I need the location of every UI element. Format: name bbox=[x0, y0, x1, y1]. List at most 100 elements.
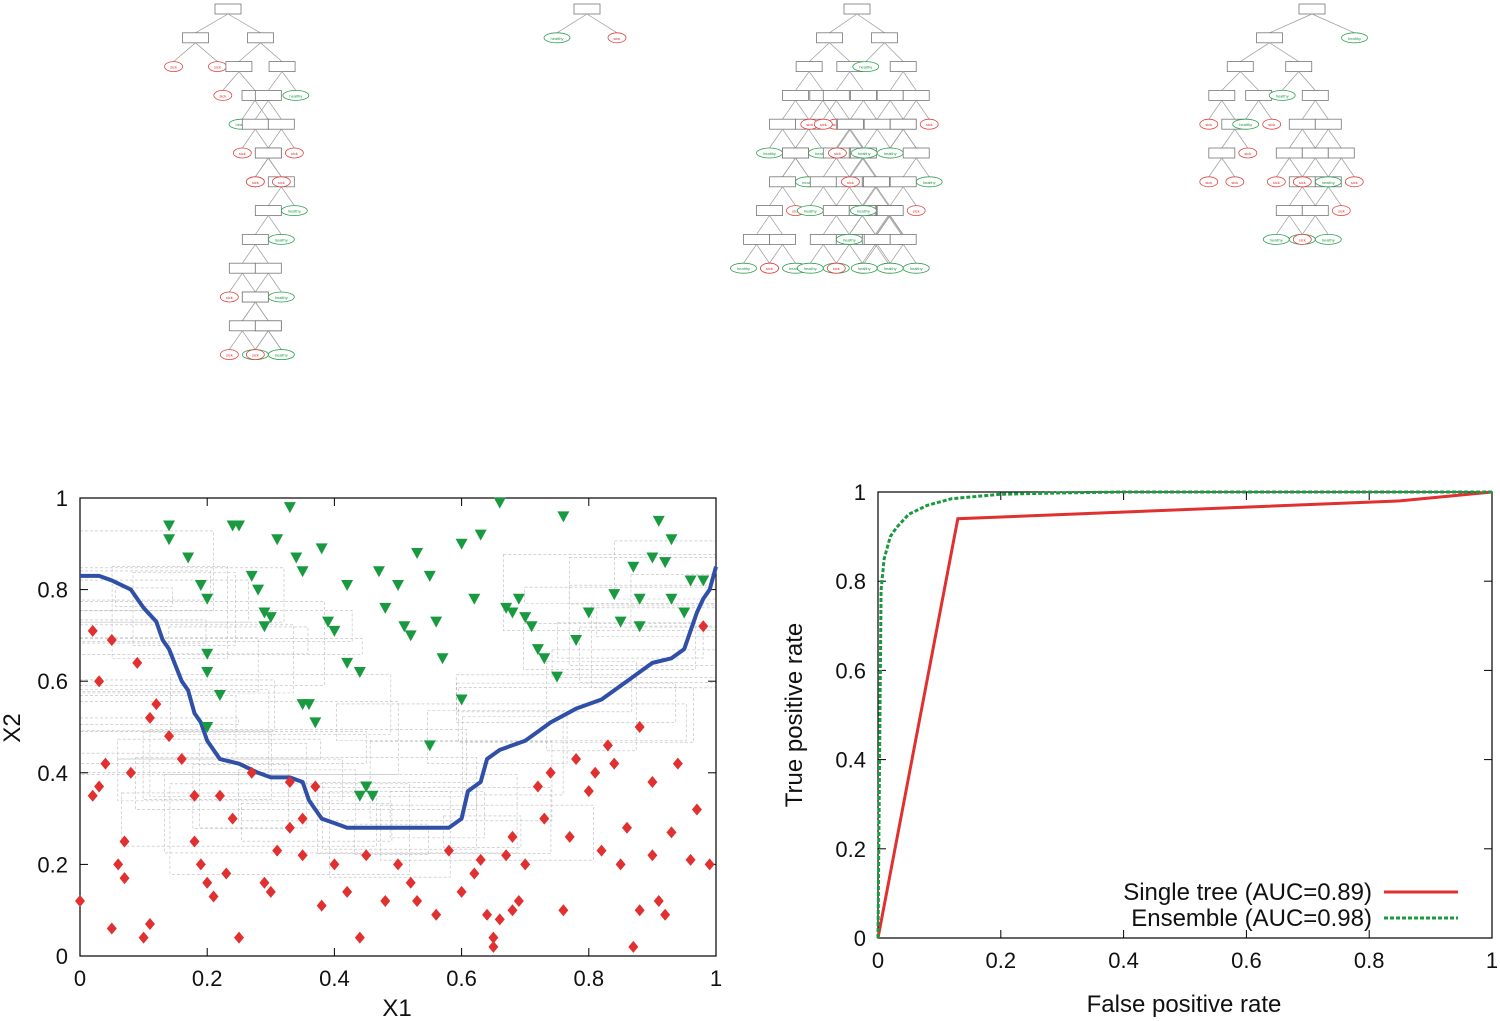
healthy-point bbox=[392, 580, 404, 592]
sick-point bbox=[106, 922, 117, 935]
partition-cell bbox=[614, 540, 717, 600]
tree-edge bbox=[902, 71, 917, 91]
roc-xtick-label: 0.8 bbox=[1354, 948, 1385, 973]
tree-edge bbox=[836, 100, 850, 120]
partition-cell bbox=[455, 674, 633, 713]
leaf-label: sick bbox=[926, 122, 933, 127]
partition-cell bbox=[117, 758, 343, 802]
split-node bbox=[1285, 61, 1313, 72]
split-node bbox=[1275, 147, 1303, 159]
healthy-point bbox=[684, 575, 697, 587]
healthy-point bbox=[201, 648, 214, 660]
healthy-point bbox=[525, 621, 538, 633]
tree-edge bbox=[1301, 157, 1316, 177]
split-node bbox=[822, 90, 850, 101]
healthy-point bbox=[538, 653, 551, 665]
sick-point bbox=[672, 757, 683, 770]
roc-xtick-label: 0.4 bbox=[1108, 948, 1139, 973]
leaf-label: sick bbox=[1351, 180, 1358, 185]
leaf-label: sick bbox=[239, 151, 246, 156]
sick-point bbox=[214, 789, 225, 802]
tree-edge bbox=[229, 330, 243, 350]
tree-edge bbox=[268, 330, 282, 350]
split-node bbox=[1301, 205, 1329, 217]
split-node bbox=[889, 176, 917, 188]
sick-point bbox=[609, 757, 620, 770]
sick-point bbox=[590, 766, 601, 779]
sick-point bbox=[628, 940, 639, 953]
sick-point bbox=[144, 917, 155, 930]
healthy-point bbox=[455, 538, 468, 550]
tree-edge bbox=[195, 13, 229, 34]
tree-edge bbox=[1221, 129, 1236, 149]
leaf-label: sick bbox=[226, 353, 233, 358]
tree-edge bbox=[195, 42, 218, 62]
partition-cell bbox=[142, 731, 272, 800]
partition-cell bbox=[557, 622, 704, 659]
decision-trees-panel: sicksicksickhealthyhealthysicksicksicksi… bbox=[164, 3, 1368, 361]
scatter-ytick-label: 0 bbox=[56, 944, 68, 969]
healthy-point bbox=[455, 694, 468, 706]
tree-edge bbox=[902, 129, 917, 149]
partition-cell bbox=[192, 763, 289, 829]
partition-cell bbox=[170, 674, 392, 735]
leaf-healthy-node bbox=[543, 32, 571, 44]
sick-point bbox=[176, 753, 187, 766]
healthy-point bbox=[360, 781, 373, 793]
sick-point bbox=[583, 785, 594, 798]
tree-edge bbox=[822, 100, 837, 120]
tree-edge bbox=[281, 186, 295, 206]
healthy-point bbox=[608, 589, 621, 601]
healthy-point bbox=[245, 570, 258, 582]
healthy-point bbox=[271, 534, 284, 546]
sick-point bbox=[443, 844, 454, 857]
leaf-label: healthy bbox=[815, 151, 828, 156]
tree-edge bbox=[876, 215, 891, 235]
tree-edge bbox=[795, 129, 809, 149]
leaf-label: sick bbox=[226, 295, 233, 300]
scatter-xtick-label: 0 bbox=[74, 966, 86, 991]
partition-cell bbox=[238, 769, 357, 822]
leaf-healthy-node bbox=[915, 176, 943, 188]
tree-edge bbox=[915, 157, 930, 177]
roc-ytick-label: 1 bbox=[854, 480, 866, 505]
sick-point bbox=[361, 849, 372, 862]
tree-edge bbox=[808, 42, 830, 62]
leaf-label: healthy bbox=[804, 209, 817, 214]
leaf-label: healthy bbox=[884, 151, 897, 156]
tree-edge bbox=[876, 100, 891, 120]
leaf-label: healthy bbox=[1270, 237, 1283, 242]
leaf-label: healthy bbox=[1276, 93, 1289, 98]
healthy-point bbox=[252, 584, 265, 596]
sick-point bbox=[456, 885, 467, 898]
tree-edge bbox=[782, 186, 796, 206]
leaf-sick-node bbox=[219, 349, 239, 361]
sick-point bbox=[704, 858, 715, 871]
tree-edge bbox=[829, 42, 851, 62]
scatter-xtick-label: 0.4 bbox=[319, 966, 350, 991]
split-node bbox=[254, 205, 282, 217]
leaf-label: sick bbox=[1299, 237, 1306, 242]
healthy-point bbox=[557, 511, 570, 523]
split-node bbox=[1327, 147, 1355, 159]
sick-point bbox=[208, 890, 219, 903]
leaf-sick-node bbox=[1292, 233, 1312, 245]
leaf-label: healthy bbox=[275, 353, 288, 358]
sick-point bbox=[227, 812, 238, 825]
tree-edge bbox=[1221, 157, 1236, 177]
leaf-healthy-node bbox=[1314, 176, 1342, 188]
scatter-xtick-label: 0.8 bbox=[574, 966, 605, 991]
sick-point bbox=[75, 895, 85, 908]
partition-cell bbox=[79, 638, 363, 655]
healthy-point bbox=[302, 699, 315, 711]
leaf-sick-node bbox=[271, 176, 291, 188]
tree-edge bbox=[782, 244, 796, 264]
tree-edge bbox=[862, 215, 876, 235]
healthy-point bbox=[315, 543, 328, 555]
sick-point bbox=[482, 908, 493, 921]
healthy-point bbox=[163, 534, 176, 546]
sick-point bbox=[602, 739, 613, 752]
tree-edge bbox=[1327, 186, 1342, 206]
healthy-point bbox=[353, 790, 366, 802]
partition-cell bbox=[369, 741, 553, 822]
